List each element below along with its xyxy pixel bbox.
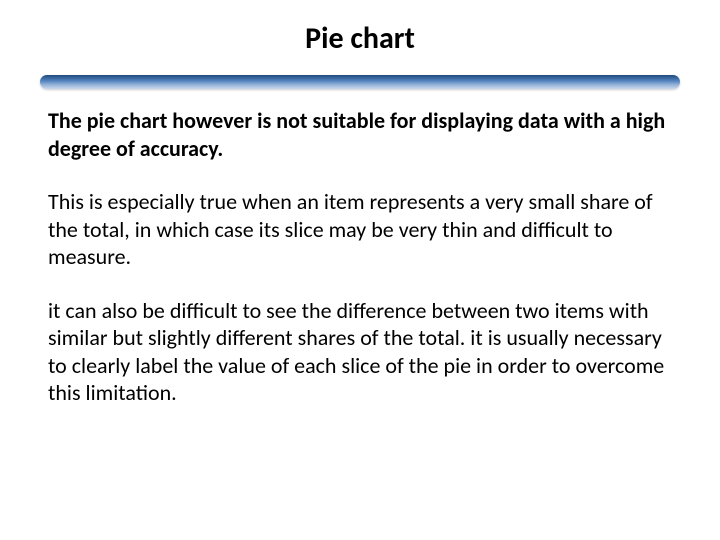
paragraph-2: This is especially true when an item rep…: [48, 188, 672, 271]
slide-title: Pie chart: [0, 20, 720, 57]
paragraph-1: The pie chart however is not suitable fo…: [48, 107, 672, 162]
slide-container: Pie chart The pie chart however is not s…: [0, 0, 720, 540]
title-divider-bar: [40, 75, 680, 89]
content-area: The pie chart however is not suitable fo…: [0, 107, 720, 407]
paragraph-3: it can also be difficult to see the diff…: [48, 297, 672, 407]
